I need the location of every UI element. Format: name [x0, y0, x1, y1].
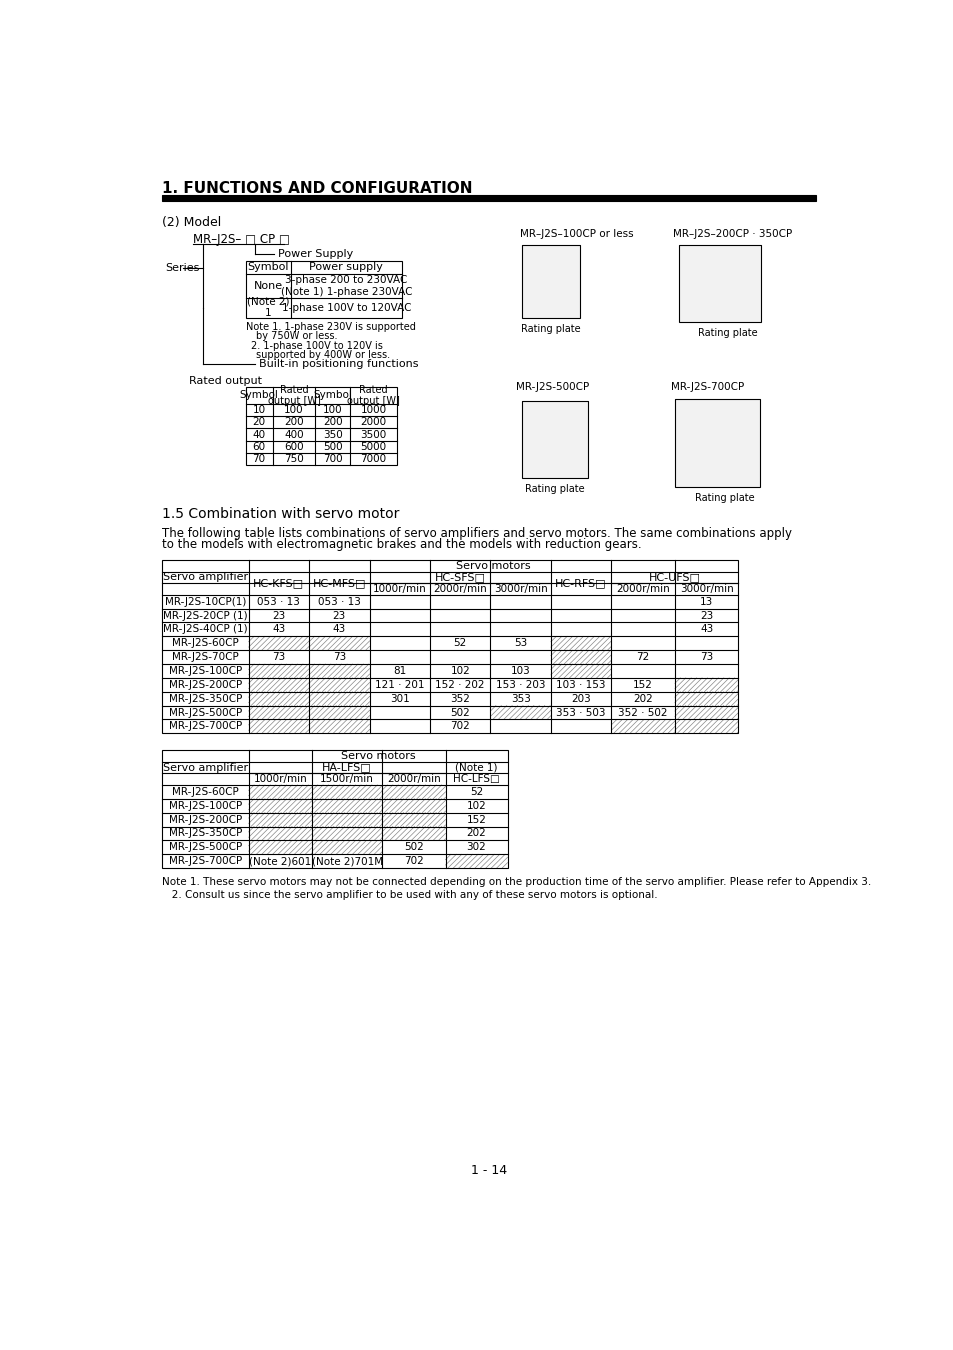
Text: Rated output: Rated output — [189, 377, 262, 386]
Text: 352: 352 — [450, 694, 470, 703]
Text: 52: 52 — [453, 639, 466, 648]
Bar — [679, 246, 760, 323]
Text: 103 · 153: 103 · 153 — [556, 680, 605, 690]
Text: 1-phase 100V to 120VAC: 1-phase 100V to 120VAC — [281, 302, 411, 313]
Text: 102: 102 — [450, 666, 470, 676]
Text: 1.5 Combination with servo motor: 1.5 Combination with servo motor — [162, 506, 399, 521]
Text: 750: 750 — [284, 454, 304, 464]
Text: 502: 502 — [450, 707, 470, 718]
Text: 2. 1-phase 100V to 120V is: 2. 1-phase 100V to 120V is — [251, 340, 382, 351]
Text: Series: Series — [166, 263, 200, 273]
Text: HC-MFS□: HC-MFS□ — [313, 578, 366, 589]
Text: HC-LFS□: HC-LFS□ — [453, 774, 499, 784]
Text: Note 1. These servo motors may not be connected depending on the production time: Note 1. These servo motors may not be co… — [162, 878, 870, 887]
Text: Power Supply: Power Supply — [278, 248, 353, 259]
Text: 2000r/min: 2000r/min — [616, 585, 669, 594]
Text: Servo amplifier: Servo amplifier — [163, 572, 248, 582]
Text: HC-SFS□: HC-SFS□ — [435, 572, 485, 582]
Text: MR-J2S-200CP: MR-J2S-200CP — [169, 680, 242, 690]
Text: Symbol: Symbol — [247, 262, 289, 273]
Text: 81: 81 — [393, 666, 406, 676]
Text: 72: 72 — [636, 652, 649, 662]
Text: Servo motors: Servo motors — [340, 751, 415, 761]
Text: 502: 502 — [403, 842, 423, 852]
Text: MR-J2S-500CP: MR-J2S-500CP — [169, 842, 242, 852]
Text: 301: 301 — [390, 694, 409, 703]
Text: MR-J2S-700CP: MR-J2S-700CP — [169, 721, 242, 732]
Text: 1500r/min: 1500r/min — [320, 774, 374, 784]
Text: MR-J2S-100CP: MR-J2S-100CP — [169, 666, 242, 676]
Text: 1. FUNCTIONS AND CONFIGURATION: 1. FUNCTIONS AND CONFIGURATION — [162, 181, 472, 197]
Text: by 750W or less.: by 750W or less. — [256, 331, 337, 342]
Text: 23: 23 — [333, 610, 346, 621]
Text: MR-J2S-60CP: MR-J2S-60CP — [172, 787, 238, 796]
Bar — [245, 387, 396, 466]
Text: 153 · 203: 153 · 203 — [496, 680, 545, 690]
Text: 43: 43 — [272, 625, 285, 634]
Text: MR-J2S-10CP(1): MR-J2S-10CP(1) — [165, 597, 246, 606]
Text: 3500: 3500 — [360, 429, 386, 440]
Text: 1 - 14: 1 - 14 — [471, 1164, 506, 1177]
Text: MR-J2S-350CP: MR-J2S-350CP — [169, 694, 242, 703]
Text: 73: 73 — [700, 652, 713, 662]
Text: 152: 152 — [466, 814, 486, 825]
Text: 1000: 1000 — [360, 405, 386, 414]
Text: 2. Consult us since the servo amplifier to be used with any of these servo motor: 2. Consult us since the servo amplifier … — [162, 890, 657, 899]
Text: 43: 43 — [333, 625, 346, 634]
Text: (2) Model: (2) Model — [162, 216, 221, 228]
Text: Rating plate: Rating plate — [520, 324, 580, 333]
Bar — [245, 261, 402, 317]
Text: MR-J2S-70CP: MR-J2S-70CP — [172, 652, 238, 662]
Text: Rating plate: Rating plate — [695, 494, 755, 504]
Text: MR-J2S-100CP: MR-J2S-100CP — [169, 801, 242, 811]
Bar — [674, 398, 760, 487]
Text: HA-LFS□: HA-LFS□ — [322, 763, 372, 772]
Text: None: None — [253, 281, 282, 292]
Text: 23: 23 — [700, 610, 713, 621]
Text: 7000: 7000 — [360, 454, 386, 464]
Text: MR-J2S-500CP: MR-J2S-500CP — [516, 382, 589, 391]
Text: MR-J2S-60CP: MR-J2S-60CP — [172, 639, 238, 648]
Text: MR-J2S-20CP (1): MR-J2S-20CP (1) — [163, 610, 248, 621]
Text: 43: 43 — [700, 625, 713, 634]
Text: 202: 202 — [466, 829, 486, 838]
Text: (Note 2)
1: (Note 2) 1 — [247, 297, 289, 319]
Text: 20: 20 — [253, 417, 266, 427]
Text: MR–J2S– □ CP □: MR–J2S– □ CP □ — [193, 232, 290, 246]
Text: 352 · 502: 352 · 502 — [618, 707, 667, 718]
Text: 1000r/min: 1000r/min — [373, 585, 426, 594]
Bar — [521, 401, 587, 478]
Text: 10: 10 — [253, 405, 266, 414]
Text: 350: 350 — [322, 429, 342, 440]
Text: 400: 400 — [284, 429, 303, 440]
Text: Symbol: Symbol — [313, 390, 352, 401]
Text: 40: 40 — [253, 429, 266, 440]
Text: 53: 53 — [514, 639, 527, 648]
Text: (Note 2)701M: (Note 2)701M — [312, 856, 382, 867]
Text: (Note 1): (Note 1) — [455, 763, 497, 772]
Text: 52: 52 — [470, 787, 482, 796]
Text: 152 · 202: 152 · 202 — [435, 680, 484, 690]
Text: Servo motors: Servo motors — [456, 560, 530, 571]
Text: MR–J2S–200CP · 350CP: MR–J2S–200CP · 350CP — [673, 230, 792, 239]
Text: 73: 73 — [272, 652, 285, 662]
Text: Built-in positioning functions: Built-in positioning functions — [258, 359, 417, 369]
Text: HC-UFS□: HC-UFS□ — [648, 572, 700, 582]
Text: 121 · 201: 121 · 201 — [375, 680, 424, 690]
Text: Power supply: Power supply — [309, 262, 383, 273]
Text: 102: 102 — [466, 801, 486, 811]
Bar — [162, 751, 507, 868]
Text: HC-RFS□: HC-RFS□ — [555, 578, 606, 589]
Text: MR-J2S-350CP: MR-J2S-350CP — [169, 829, 242, 838]
Text: 053 · 13: 053 · 13 — [317, 597, 360, 606]
Text: 702: 702 — [403, 856, 423, 867]
Text: Servo amplifier: Servo amplifier — [163, 763, 248, 772]
Text: 203: 203 — [571, 694, 591, 703]
Bar — [162, 196, 815, 201]
Text: MR-J2S-500CP: MR-J2S-500CP — [169, 707, 242, 718]
Text: 100: 100 — [323, 405, 342, 414]
Text: MR-J2S-700CP: MR-J2S-700CP — [169, 856, 242, 867]
Text: Symbol: Symbol — [239, 390, 278, 401]
Text: (Note 2)601: (Note 2)601 — [249, 856, 312, 867]
Text: to the models with electromagnetic brakes and the models with reduction gears.: to the models with electromagnetic brake… — [162, 539, 640, 551]
